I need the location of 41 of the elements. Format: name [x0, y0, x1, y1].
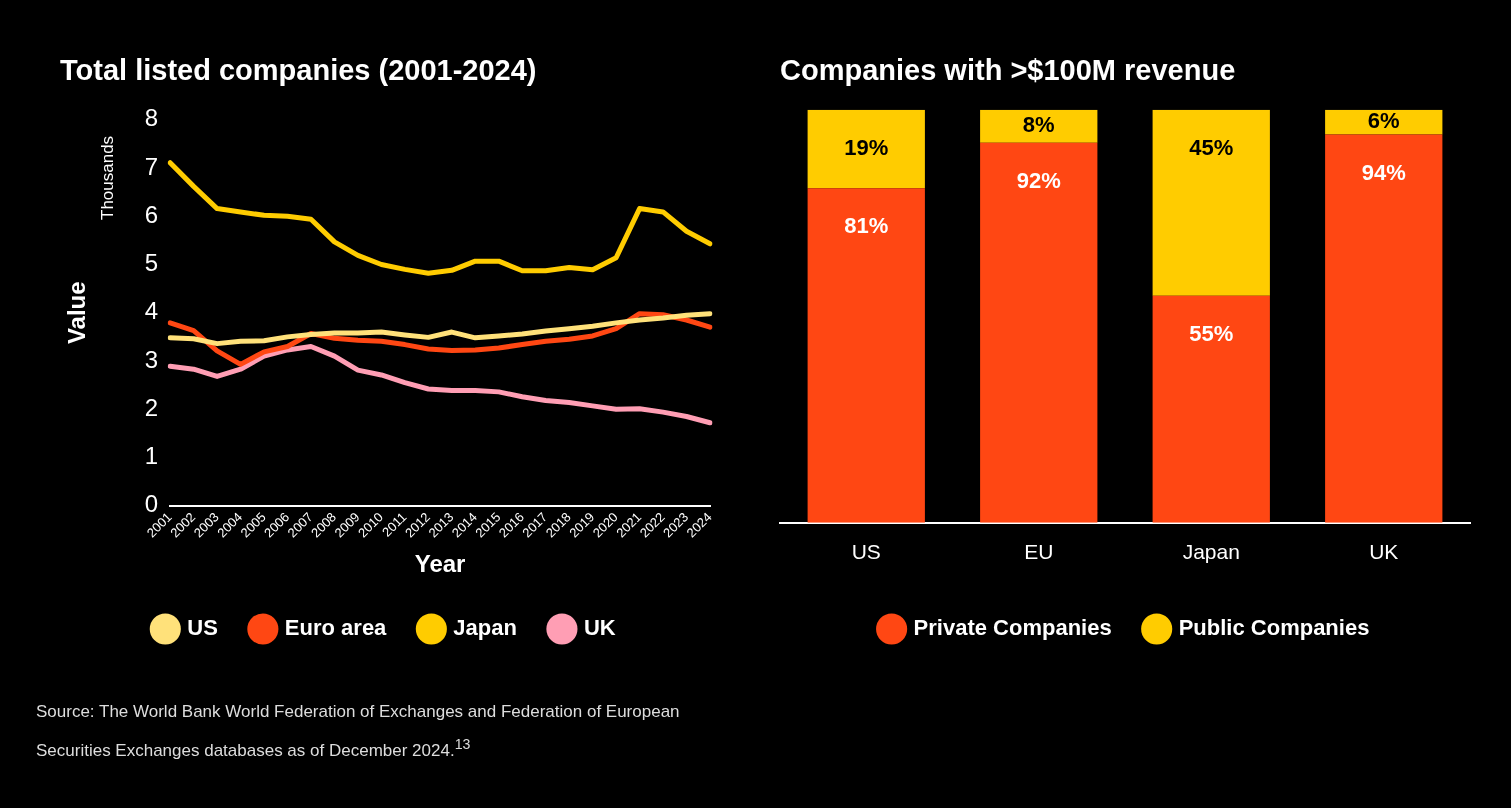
data-label: 81%	[844, 213, 889, 239]
bar	[1325, 109, 1443, 135]
legend-label: UK	[583, 615, 616, 641]
y-tick-label: 4	[144, 297, 159, 325]
data-label: 6%	[1367, 108, 1400, 134]
bar	[807, 188, 925, 523]
bar	[1152, 109, 1270, 296]
legend-label: Euro area	[284, 615, 388, 641]
data-label: 55%	[1189, 320, 1234, 346]
y-tick-label: 2	[144, 393, 159, 421]
chart-title: Companies with >$100M revenue	[780, 54, 1236, 87]
y-tick-label: 7	[144, 152, 159, 180]
legend-label: Public Companies	[1178, 615, 1370, 641]
data-label: 8%	[1022, 112, 1055, 138]
bar	[807, 109, 925, 189]
legend-label: Japan	[453, 615, 517, 641]
y-tick-label: 3	[144, 345, 159, 373]
bar	[1152, 295, 1270, 523]
legend-label: Private Companies	[913, 615, 1112, 641]
bar	[980, 109, 1098, 143]
x-tick-label: Japan	[1182, 540, 1240, 564]
y-axis-title: Value	[63, 281, 91, 345]
y-tick-label: 5	[144, 249, 159, 277]
data-label: 92%	[1016, 167, 1061, 193]
bar	[1325, 134, 1443, 523]
data-label: 94%	[1361, 159, 1406, 185]
y-tick-label: 1	[144, 442, 159, 470]
x-tick-label: EU	[1024, 540, 1054, 564]
y-tick-label: 0	[144, 490, 159, 518]
data-label: 19%	[844, 134, 889, 160]
data-label: 45%	[1189, 134, 1234, 160]
bar	[980, 142, 1098, 523]
x-axis-title: Year	[414, 550, 466, 578]
legend-label: US	[187, 615, 218, 641]
x-tick-label: US	[851, 540, 881, 564]
y-tick-label: 6	[144, 200, 159, 228]
text: Thousands	[98, 135, 119, 220]
x-tick-label: UK	[1369, 540, 1399, 564]
source-note: Source: The World Bank World Federation of Exchanges and Federation of European Securities Exchanges databases as of December 2024.$^{13}$	[36, 700, 681, 762]
chart-title: Total listed companies (2001-2024)	[60, 54, 537, 87]
y-tick-label: 8	[144, 104, 159, 132]
